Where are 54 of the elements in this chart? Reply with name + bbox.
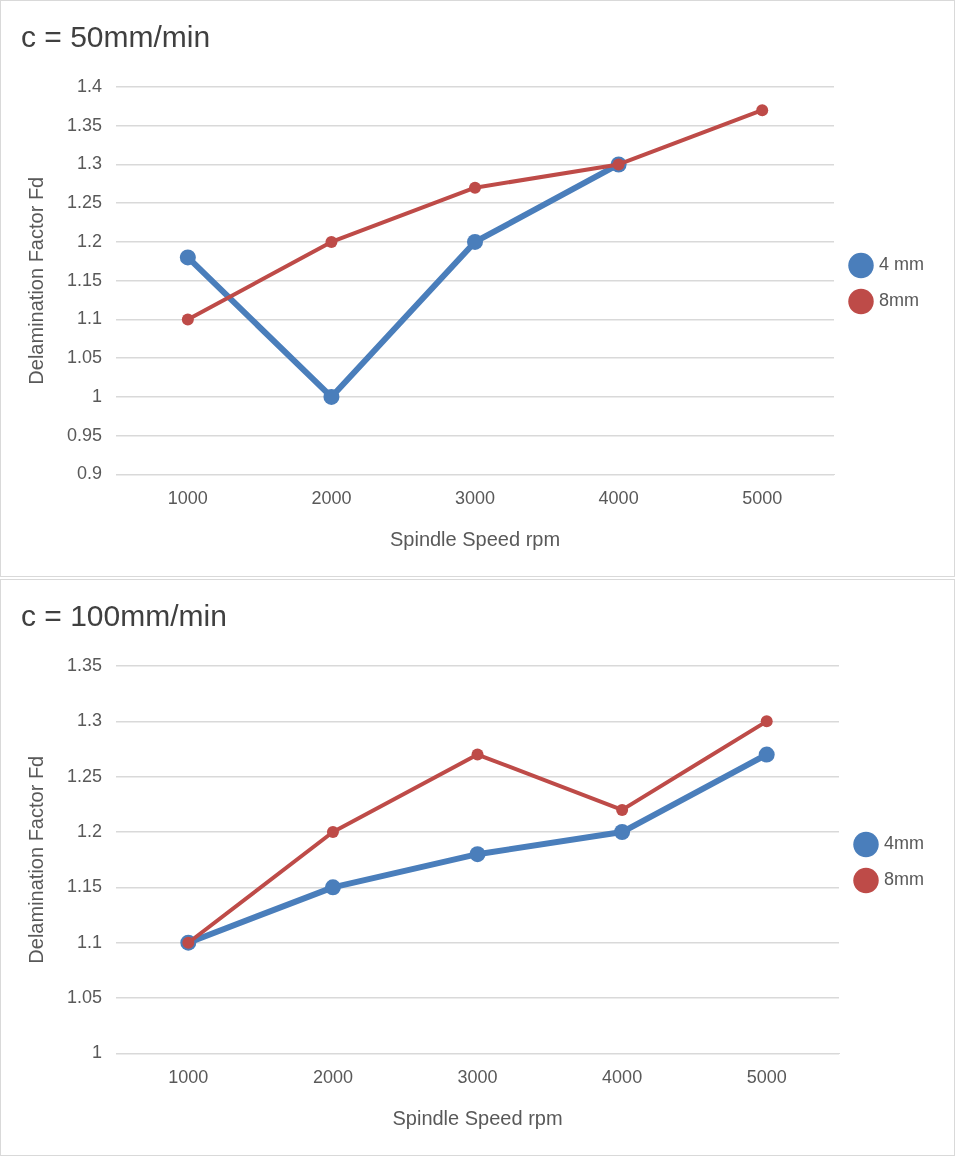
y-tick-label: 1.1 <box>77 308 103 329</box>
y-tick-label: 0.9 <box>77 463 103 484</box>
y-tick-label: 1.05 <box>66 347 103 368</box>
point <box>323 388 340 405</box>
y-axis-title: Delamination Factor Fd <box>24 755 47 964</box>
x-tick-label: 5000 <box>746 1067 787 1088</box>
point <box>181 313 194 326</box>
chart-title: c = 100mm/min <box>21 599 227 633</box>
point <box>326 826 339 839</box>
x-axis-title: Spindle Speed rpm <box>389 527 561 550</box>
point <box>614 824 631 841</box>
legend-label: 4mm <box>884 833 924 854</box>
y-tick-label: 1.1 <box>77 931 103 952</box>
x-axis-title: Spindle Speed rpm <box>392 1106 563 1129</box>
y-tick-label: 1.15 <box>66 269 103 290</box>
x-tick-label: 3000 <box>454 488 496 509</box>
y-tick-label: 0.95 <box>66 424 103 445</box>
point <box>469 181 482 194</box>
legend-label: 8mm <box>879 290 919 311</box>
point <box>325 235 338 248</box>
point <box>760 715 773 728</box>
y-tick-label: 1.25 <box>66 192 103 213</box>
x-tick-label: 2000 <box>312 1067 353 1088</box>
point <box>324 879 341 896</box>
point <box>758 746 775 763</box>
point <box>469 846 486 863</box>
point <box>756 104 769 117</box>
legend-label: 8mm <box>884 869 924 890</box>
y-tick-label: 1.25 <box>66 765 103 786</box>
x-tick-label: 1000 <box>167 488 208 509</box>
y-tick-label: 1.35 <box>66 114 103 135</box>
x-tick-label: 4000 <box>602 1067 643 1088</box>
y-tick-label: 1.2 <box>77 230 103 251</box>
y-axis-title: Delamination Factor Fd <box>24 176 47 385</box>
x-tick-label: 3000 <box>457 1067 498 1088</box>
legend-label: 4 mm <box>879 254 924 275</box>
y-tick-label: 1 <box>92 1042 103 1063</box>
y-tick-label: 1 <box>92 385 103 406</box>
chart-title: c = 50mm/min <box>21 20 211 54</box>
point <box>467 233 484 250</box>
point <box>471 748 484 761</box>
y-tick-label: 1.3 <box>77 153 103 174</box>
y-tick-label: 1.2 <box>77 821 103 841</box>
x-tick-label: 2000 <box>311 488 352 509</box>
y-tick-label: 1.15 <box>66 876 103 897</box>
x-tick-label: 5000 <box>742 488 783 509</box>
x-tick-label: 1000 <box>168 1067 209 1088</box>
point <box>616 803 629 816</box>
y-tick-label: 1.3 <box>77 710 103 731</box>
y-tick-label: 1.4 <box>77 75 103 96</box>
x-tick-label: 4000 <box>598 488 639 509</box>
y-tick-label: 1.05 <box>66 987 103 1008</box>
point <box>179 249 196 266</box>
y-tick-label: 1.35 <box>66 654 103 675</box>
